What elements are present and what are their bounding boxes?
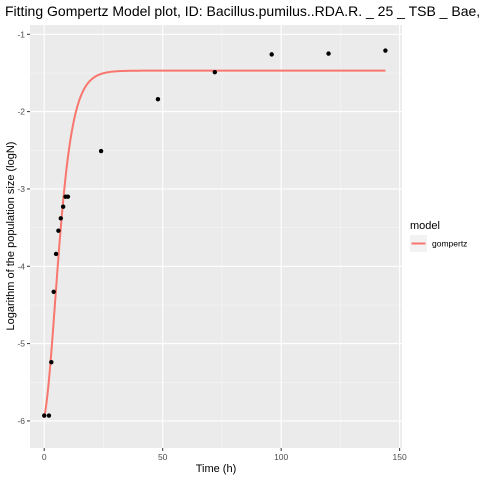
y-tick-label: -1 (17, 29, 25, 39)
grid-minor (30, 25, 402, 448)
grid-major (30, 25, 402, 448)
x-tick-label: 100 (274, 452, 288, 462)
legend-label-gompertz: gompertz (432, 239, 467, 249)
x-tick-label: 0 (42, 452, 47, 462)
legend: model gompertz (410, 220, 467, 252)
y-tick-label: -5 (17, 339, 25, 349)
data-point (46, 413, 52, 418)
data-point (212, 69, 218, 75)
y-tick-label: -3 (17, 184, 25, 194)
y-tick-label: -4 (17, 261, 25, 271)
y-axis-title: Logarithm of the population size (logN) (5, 142, 17, 331)
data-point (56, 228, 61, 233)
data-point (383, 48, 388, 53)
x-axis-title: Time (h) (196, 463, 237, 475)
data-point (155, 97, 161, 102)
y-tick-label: -2 (17, 107, 25, 117)
plot-panel (30, 25, 402, 448)
points-group (42, 48, 388, 418)
data-point (326, 51, 331, 56)
data-point (53, 251, 59, 257)
data-point (58, 216, 64, 221)
data-point (98, 148, 104, 154)
data-point (269, 52, 274, 57)
x-axis-ticks: 0 50 100 150 (42, 448, 407, 462)
x-tick-label: 150 (393, 452, 407, 462)
data-point (49, 359, 54, 365)
data-point (51, 289, 56, 294)
data-point (60, 204, 66, 209)
y-tick-label: -6 (17, 416, 25, 426)
data-point (65, 194, 71, 199)
data-point (42, 413, 47, 418)
legend-title: model (410, 220, 440, 232)
x-tick-label: 50 (158, 452, 168, 462)
chart-title: Fitting Gompertz Model plot, ID: Bacillu… (5, 3, 480, 19)
y-axis-ticks: -6 -5 -4 -3 -2 -1 (17, 29, 30, 426)
